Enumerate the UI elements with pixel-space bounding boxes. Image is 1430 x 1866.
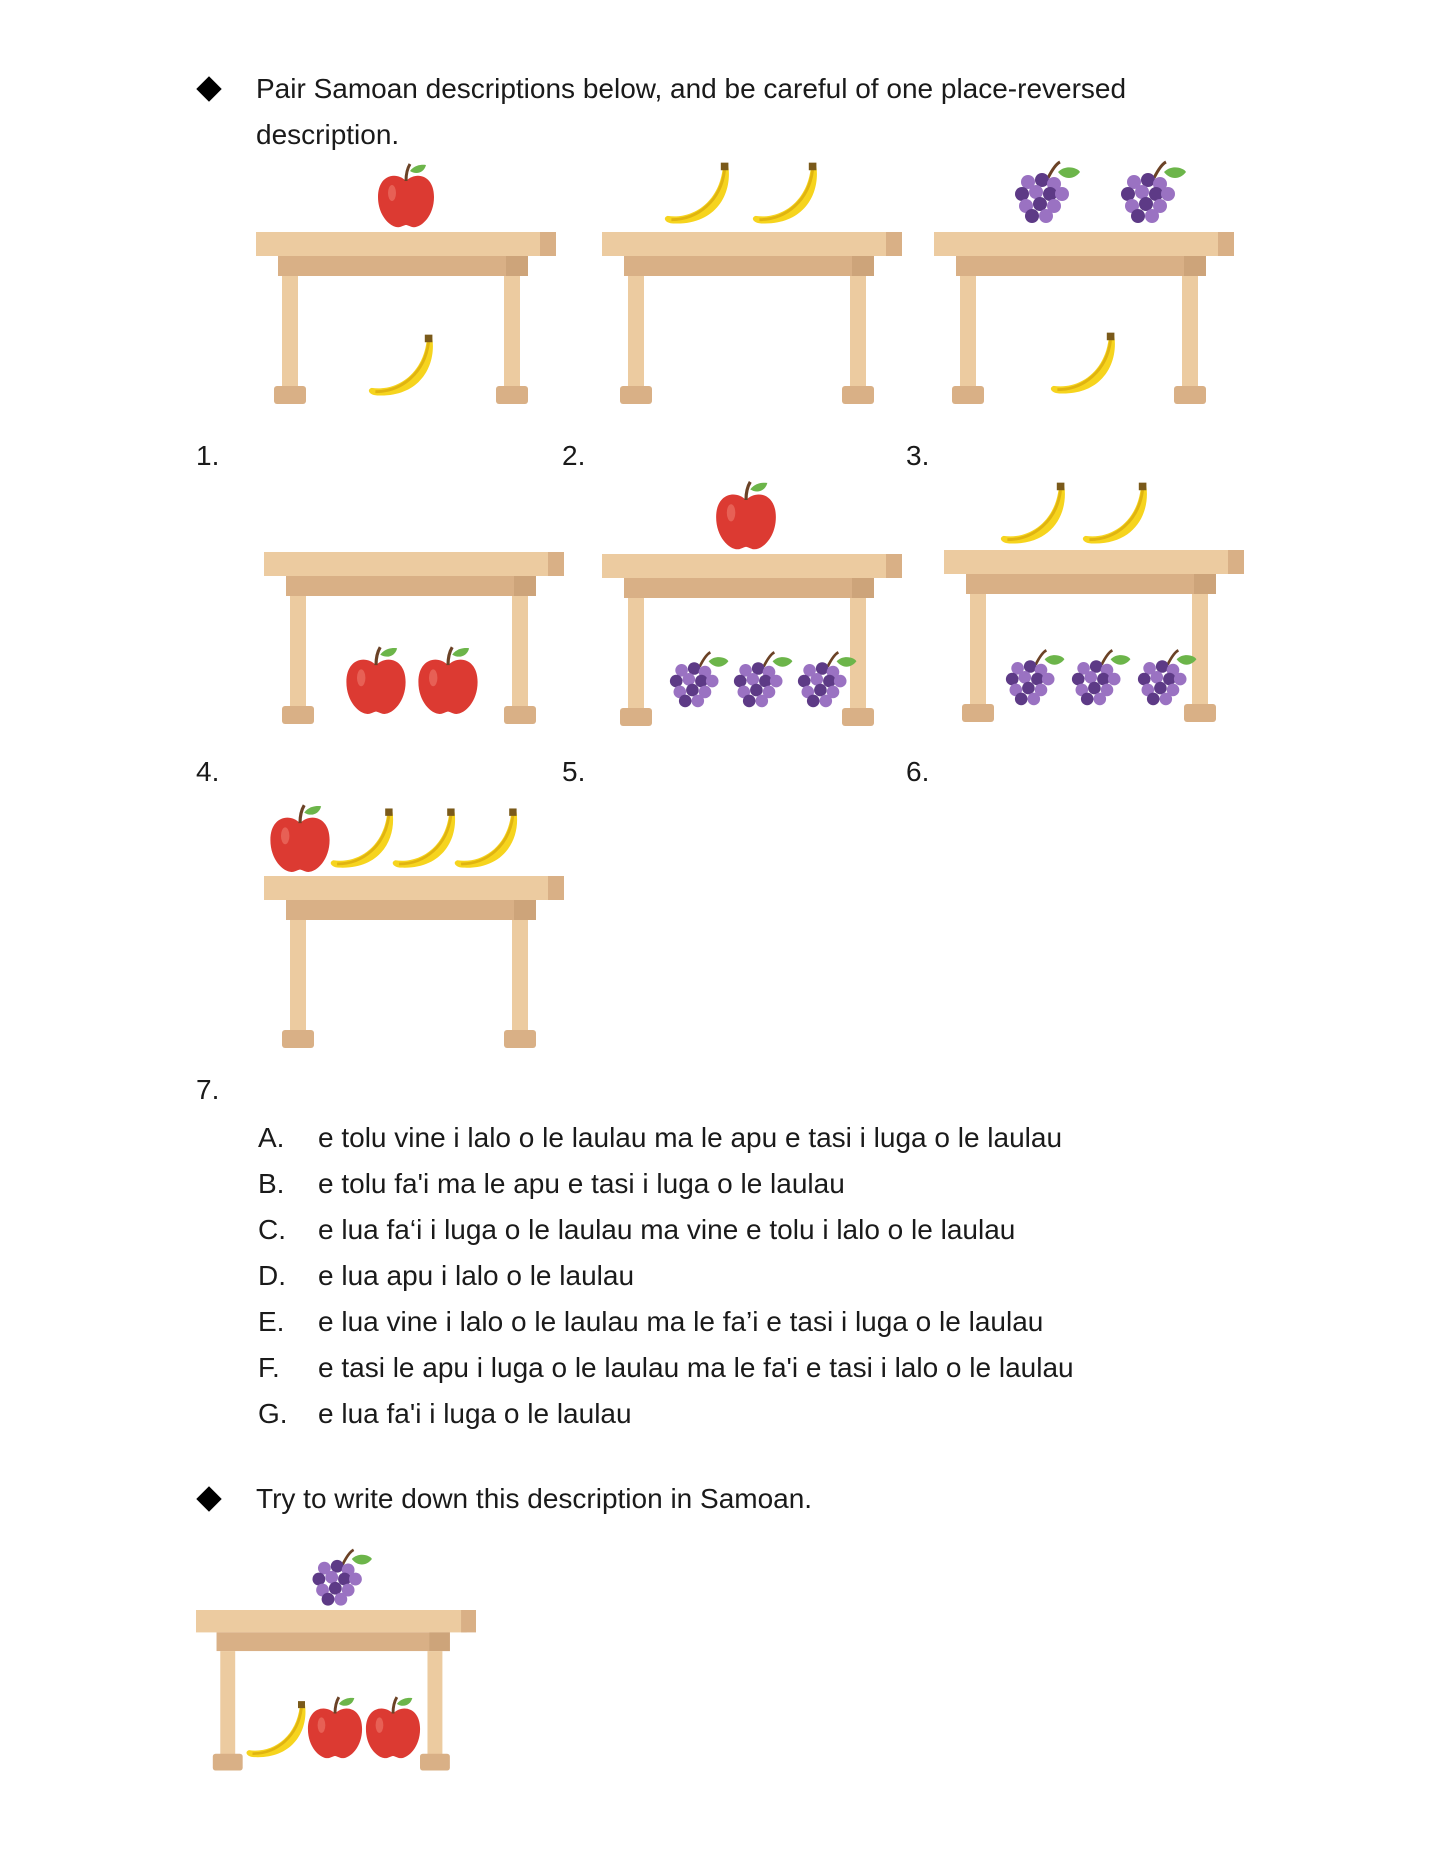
picture-number-1: 1.	[196, 440, 220, 471]
table-icon	[264, 552, 564, 724]
picture-7	[264, 803, 564, 1048]
option-text: e tolu fa'i ma le apu e tasi i luga o le…	[318, 1168, 845, 1199]
picture-number-5: 5.	[562, 756, 586, 787]
diamond-bullet-icon	[196, 76, 222, 102]
grapes-icon	[732, 650, 794, 709]
banana-icon	[1081, 481, 1149, 546]
apple-icon	[714, 480, 778, 551]
apple-icon	[376, 162, 436, 229]
banana-icon	[245, 1699, 307, 1759]
picture-3	[934, 160, 1234, 404]
picture-5	[602, 480, 902, 726]
banana-icon	[329, 806, 395, 870]
table-icon	[264, 876, 564, 1048]
option-text: e lua apu i lalo o le laulau	[318, 1260, 635, 1291]
picture-number-6: 6.	[906, 756, 930, 787]
apple-icon	[306, 1695, 364, 1760]
picture-number-4: 4.	[196, 756, 220, 787]
grapes-icon	[1119, 160, 1188, 225]
table-icon	[944, 550, 1244, 722]
option-letter: F.	[258, 1352, 280, 1383]
option-text: e lua vine i lalo o le laulau ma le fa’i…	[318, 1306, 1044, 1337]
grapes-icon	[1136, 648, 1198, 707]
apple-icon	[268, 803, 332, 874]
apple-icon	[416, 645, 480, 716]
option-text: e tolu vine i lalo o le laulau ma le apu…	[318, 1122, 1063, 1153]
option-text: e tasi le apu i luga o le laulau ma le f…	[318, 1352, 1074, 1383]
option-letter: E.	[258, 1306, 285, 1337]
instruction-write: Try to write down this description in Sa…	[256, 1483, 813, 1514]
banana-icon	[1049, 331, 1117, 395]
instruction-pair-line2: description.	[256, 119, 400, 150]
picture-number-3: 3.	[906, 440, 930, 471]
banana-icon	[663, 161, 731, 226]
picture-4	[264, 552, 564, 724]
banana-icon	[999, 481, 1067, 546]
apple-icon	[344, 645, 408, 716]
picture-number-2: 2.	[562, 440, 586, 471]
final-picture	[196, 1548, 476, 1771]
grapes-icon	[796, 650, 858, 709]
diamond-bullet-icon	[196, 1486, 222, 1512]
grapes-icon	[1004, 648, 1066, 707]
table-icon	[256, 232, 556, 404]
option-text: e lua fa'i i luga o le laulau	[318, 1398, 632, 1429]
instruction-pair-line1: Pair Samoan descriptions below, and be c…	[256, 73, 1127, 104]
picture-2	[602, 161, 902, 404]
option-letter: D.	[258, 1260, 286, 1291]
banana-icon	[391, 806, 457, 870]
picture-6	[944, 481, 1244, 722]
table-icon	[934, 232, 1234, 404]
apple-icon	[364, 1695, 422, 1760]
option-letter: B.	[258, 1168, 285, 1199]
option-letter: A.	[258, 1122, 285, 1153]
picture-1	[256, 162, 556, 404]
banana-icon	[367, 333, 435, 397]
option-letter: C.	[258, 1214, 286, 1245]
banana-icon	[751, 161, 819, 226]
grapes-icon	[1070, 648, 1132, 707]
grapes-icon	[1013, 160, 1082, 225]
grapes-icon	[311, 1548, 374, 1607]
option-text: e lua fa‘i i luga o le laulau ma vine e …	[318, 1214, 1016, 1245]
option-letter: G.	[258, 1398, 288, 1429]
banana-icon	[453, 806, 519, 870]
grapes-icon	[668, 650, 730, 709]
picture-number-7: 7.	[196, 1074, 220, 1105]
table-icon	[602, 232, 902, 404]
